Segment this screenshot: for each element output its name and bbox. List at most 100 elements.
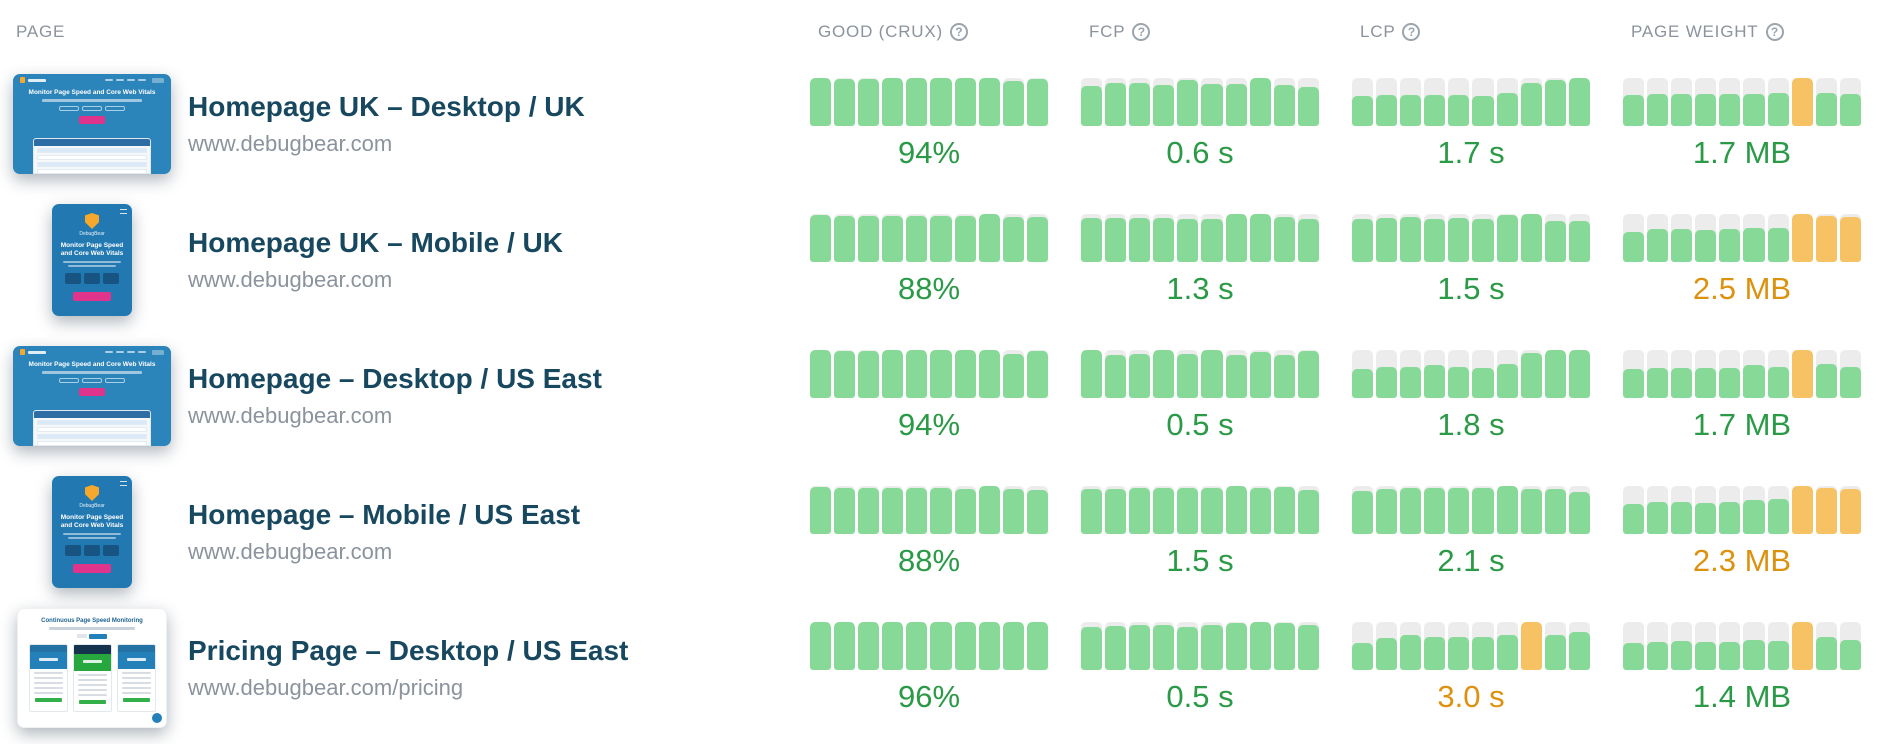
history-bar[interactable] (1273, 485, 1295, 534)
history-bar[interactable] (1225, 213, 1247, 262)
history-bar[interactable] (1153, 213, 1175, 262)
history-bar[interactable] (1520, 485, 1542, 534)
history-bar[interactable] (1448, 213, 1470, 262)
history-bar[interactable] (1177, 349, 1199, 398)
history-bar[interactable] (1719, 213, 1741, 262)
history-bar[interactable] (1623, 213, 1645, 262)
history-bar[interactable] (1623, 621, 1645, 670)
history-bar[interactable] (1026, 77, 1048, 126)
history-bar[interactable] (930, 349, 952, 398)
history-bar[interactable] (1767, 349, 1789, 398)
history-bar[interactable] (1568, 621, 1590, 670)
history-bar[interactable] (1297, 485, 1319, 534)
history-bar[interactable] (1424, 485, 1446, 534)
question-circle-icon[interactable] (949, 23, 968, 41)
history-bar[interactable] (1129, 485, 1151, 534)
table-row[interactable]: DebugBear Monitor Page Speed and Core We… (0, 464, 1886, 600)
history-bar[interactable] (1671, 77, 1693, 126)
history-bar[interactable] (1791, 485, 1813, 534)
history-bar[interactable] (1273, 621, 1295, 670)
history-bar[interactable] (1496, 485, 1518, 534)
history-bar[interactable] (978, 349, 1000, 398)
history-bar[interactable] (1448, 485, 1470, 534)
history-bar[interactable] (1815, 349, 1837, 398)
history-bar[interactable] (1153, 349, 1175, 398)
history-bar[interactable] (1081, 77, 1103, 126)
history-bar[interactable] (1791, 213, 1813, 262)
history-bar[interactable] (1249, 621, 1271, 670)
history-bar[interactable] (1177, 77, 1199, 126)
history-bar[interactable] (1520, 621, 1542, 670)
history-bar[interactable] (954, 77, 976, 126)
history-bar[interactable] (1719, 77, 1741, 126)
history-bar[interactable] (1225, 349, 1247, 398)
history-bar[interactable] (1743, 621, 1765, 670)
history-bar[interactable] (1297, 349, 1319, 398)
history-bar[interactable] (1647, 77, 1669, 126)
history-bar[interactable] (1496, 621, 1518, 670)
history-bar[interactable] (954, 621, 976, 670)
history-bar[interactable] (1249, 213, 1271, 262)
history-bar[interactable] (1448, 349, 1470, 398)
history-bar[interactable] (1647, 213, 1669, 262)
history-bar[interactable] (1081, 621, 1103, 670)
history-bar[interactable] (882, 213, 904, 262)
table-row[interactable]: Continuous Page Speed Monitoring (0, 600, 1886, 736)
history-bar[interactable] (1352, 621, 1374, 670)
history-bar[interactable] (1544, 349, 1566, 398)
history-bar[interactable] (1249, 485, 1271, 534)
history-bar[interactable] (1743, 213, 1765, 262)
history-bar[interactable] (1002, 213, 1024, 262)
history-bar[interactable] (954, 485, 976, 534)
history-bar[interactable] (1448, 77, 1470, 126)
history-bar[interactable] (930, 621, 952, 670)
history-bar[interactable] (1719, 621, 1741, 670)
history-bar[interactable] (1544, 621, 1566, 670)
history-bar[interactable] (1623, 485, 1645, 534)
history-bar[interactable] (1671, 349, 1693, 398)
history-bar[interactable] (1623, 349, 1645, 398)
history-bar[interactable] (1424, 213, 1446, 262)
history-bar[interactable] (1273, 213, 1295, 262)
history-bar[interactable] (1767, 485, 1789, 534)
history-bar[interactable] (810, 349, 832, 398)
history-bar[interactable] (810, 621, 832, 670)
history-bar[interactable] (1671, 213, 1693, 262)
history-bar[interactable] (1568, 485, 1590, 534)
question-circle-icon[interactable] (1765, 23, 1784, 41)
history-bar[interactable] (834, 349, 856, 398)
history-bar[interactable] (1376, 485, 1398, 534)
table-row[interactable]: DebugBear Monitor Page Speed and Core We… (0, 192, 1886, 328)
history-bar[interactable] (1153, 621, 1175, 670)
history-bar[interactable] (1520, 349, 1542, 398)
history-bar[interactable] (1249, 349, 1271, 398)
history-bar[interactable] (1201, 213, 1223, 262)
history-bar[interactable] (1839, 77, 1861, 126)
history-bar[interactable] (1496, 213, 1518, 262)
history-bar[interactable] (810, 213, 832, 262)
history-bar[interactable] (1129, 213, 1151, 262)
history-bar[interactable] (1026, 213, 1048, 262)
history-bar[interactable] (1767, 621, 1789, 670)
history-bar[interactable] (1496, 77, 1518, 126)
page-thumbnail[interactable]: Monitor Page Speed and Core Web Vitals (13, 74, 171, 174)
history-bar[interactable] (1105, 621, 1127, 670)
history-bar[interactable] (906, 621, 928, 670)
history-bar[interactable] (1496, 349, 1518, 398)
page-thumbnail[interactable]: DebugBear Monitor Page Speed and Core We… (52, 476, 132, 588)
history-bar[interactable] (1352, 485, 1374, 534)
history-bar[interactable] (882, 485, 904, 534)
history-bar[interactable] (1472, 621, 1494, 670)
history-bar[interactable] (1424, 77, 1446, 126)
history-bar[interactable] (1791, 349, 1813, 398)
history-bar[interactable] (1719, 349, 1741, 398)
history-bar[interactable] (1249, 77, 1271, 126)
history-bar[interactable] (834, 77, 856, 126)
history-bar[interactable] (834, 485, 856, 534)
history-bar[interactable] (978, 621, 1000, 670)
history-bar[interactable] (858, 213, 880, 262)
history-bar[interactable] (1472, 213, 1494, 262)
history-bar[interactable] (1225, 485, 1247, 534)
history-bar[interactable] (1105, 349, 1127, 398)
history-bar[interactable] (1002, 485, 1024, 534)
